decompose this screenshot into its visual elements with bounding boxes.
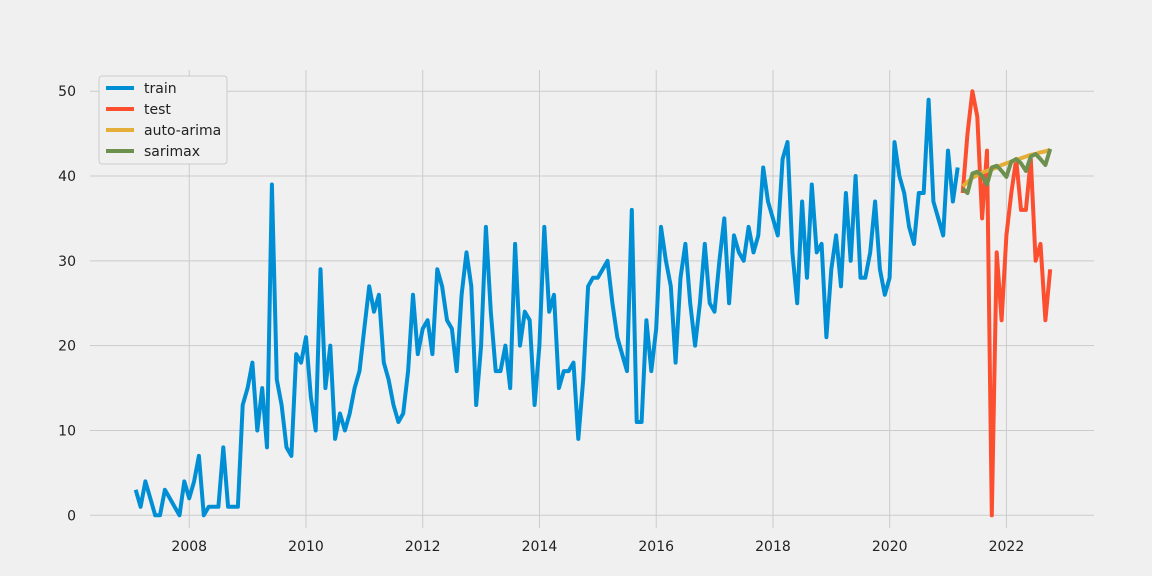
x-tick-label-2014: 2014 <box>522 539 558 555</box>
legend-label-auto-arima: auto-arima <box>144 123 221 139</box>
y-tick-label-20: 20 <box>58 339 76 355</box>
y-tick-label-40: 40 <box>58 169 76 185</box>
series-line-sarimax <box>961 148 1053 195</box>
y-tick-label-10: 10 <box>58 423 76 439</box>
x-axis-ticks: 2008 2010 2012 2014 2016 2018 2020 2022 <box>171 539 1024 555</box>
legend-label-train: train <box>144 81 177 97</box>
series-line-test <box>960 89 1053 518</box>
grid-lines <box>90 70 1094 528</box>
x-tick-label-2012: 2012 <box>405 539 441 555</box>
y-axis-ticks: 0 10 20 30 40 50 <box>58 84 76 524</box>
y-tick-label-0: 0 <box>67 508 76 524</box>
x-tick-label-2010: 2010 <box>288 539 324 555</box>
y-tick-label-30: 30 <box>58 254 76 270</box>
x-tick-label-2020: 2020 <box>872 539 908 555</box>
x-tick-label-2016: 2016 <box>638 539 674 555</box>
legend-label-test: test <box>144 102 171 118</box>
legend-label-sarimax: sarimax <box>144 144 200 160</box>
legend-box <box>98 75 228 165</box>
series-lines <box>133 89 1053 518</box>
series-line-train <box>133 97 960 518</box>
x-tick-label-2008: 2008 <box>171 539 207 555</box>
x-tick-label-2018: 2018 <box>755 539 791 555</box>
legend: train test auto-arima sarimax <box>98 75 228 165</box>
y-tick-label-50: 50 <box>58 84 76 100</box>
x-tick-label-2022: 2022 <box>989 539 1025 555</box>
